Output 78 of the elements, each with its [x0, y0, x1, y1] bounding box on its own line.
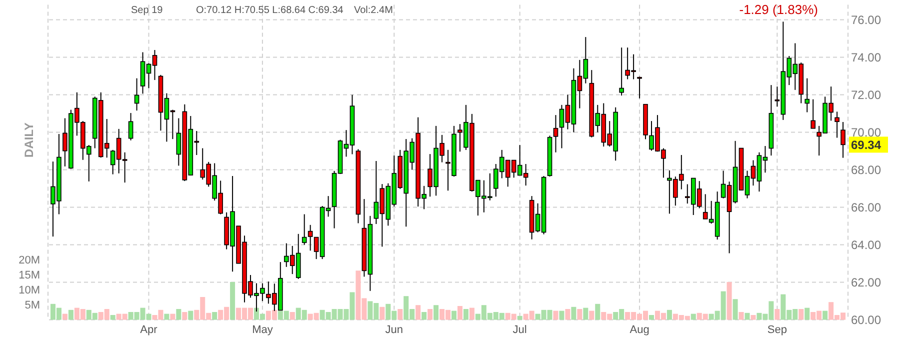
y-tick-label: 66.00 [851, 200, 882, 214]
candlestick [840, 121, 846, 158]
bar [463, 309, 468, 320]
x-tick-label: Jul [512, 324, 527, 336]
bar [451, 310, 456, 320]
x-tick-label: Sep [767, 324, 787, 336]
bar [553, 310, 558, 320]
bar [380, 306, 385, 320]
bar [774, 309, 780, 320]
y-tick-label: 74.00 [851, 50, 882, 64]
candlestick [834, 111, 840, 138]
candlestick [619, 47, 624, 96]
bar [110, 315, 116, 320]
bar [559, 310, 564, 320]
bar [170, 314, 176, 320]
candlestick [134, 78, 140, 112]
bar [732, 299, 738, 320]
bar [182, 312, 188, 320]
text: DAILY [22, 122, 36, 158]
y-tick-label: 70.00 [851, 126, 882, 140]
bar [469, 308, 474, 320]
bar [666, 310, 672, 320]
bar [595, 304, 600, 320]
bar [176, 309, 182, 320]
candlestick [308, 224, 313, 252]
bar [822, 310, 828, 320]
bar [744, 312, 750, 320]
text: 69.34 [851, 138, 882, 152]
bar [62, 314, 68, 320]
bar [434, 305, 439, 320]
bar [804, 308, 810, 320]
bar [68, 310, 74, 320]
bar [565, 309, 570, 320]
candlestick [804, 78, 810, 113]
bar [230, 282, 236, 320]
text: -1.29 (1.83%) [739, 2, 818, 17]
y-tick-label: 76.00 [851, 13, 882, 27]
candlestick [553, 114, 558, 153]
bar [188, 310, 194, 320]
bar [416, 305, 421, 320]
x-tick-label: Apr [140, 324, 158, 336]
text: Vol:2.4M [354, 5, 393, 16]
bar [577, 309, 582, 320]
bar [750, 315, 756, 320]
bar [648, 315, 654, 320]
bar [798, 309, 804, 320]
text: Sep 19 [131, 5, 164, 16]
bar [738, 312, 744, 320]
bar [589, 310, 594, 320]
bar [583, 308, 588, 320]
bar [571, 306, 576, 320]
y-tick-label: 64.00 [851, 238, 882, 252]
text: O:70.12 H:70.55 L:68.64 C:69.34 [196, 5, 344, 16]
x-tick-label: May [252, 324, 274, 336]
candlestick [810, 98, 816, 129]
y-tick-label: 68.00 [851, 163, 882, 177]
y2-tick-label: 15M [18, 270, 40, 282]
bar [726, 282, 732, 320]
bar [517, 316, 522, 320]
candlestick [637, 76, 642, 99]
y2-tick-label: 10M [18, 284, 40, 297]
x-tick-label: Jun [385, 324, 404, 336]
y2-tick-label: 5M [24, 300, 40, 312]
bar [290, 312, 295, 320]
candlestick [302, 214, 307, 246]
bar [428, 309, 433, 320]
bar [457, 306, 462, 320]
y-tick-label: 72.00 [851, 88, 882, 102]
bar [398, 309, 403, 320]
bar [422, 312, 427, 320]
x-tick-label: Aug [630, 324, 650, 336]
y-tick-label: 62.00 [851, 276, 882, 290]
bar [164, 314, 170, 320]
candlestick [128, 112, 134, 141]
bar [690, 314, 696, 320]
y2-tick-label: 20M [18, 254, 40, 267]
y-tick-label: 60.00 [851, 313, 882, 327]
bar [212, 312, 218, 320]
